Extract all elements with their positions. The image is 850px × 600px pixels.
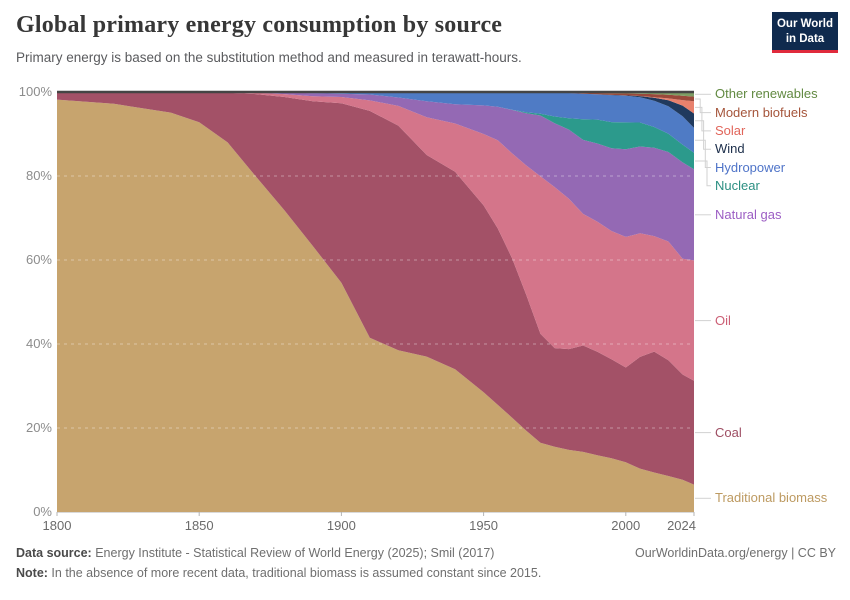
legend-connector: [695, 139, 711, 168]
legend-item-traditional-biomass[interactable]: Traditional biomass: [715, 490, 828, 506]
legend-connector: [695, 106, 711, 132]
x-tick-label: 2024: [667, 518, 696, 533]
area-oil[interactable]: [57, 92, 694, 381]
x-tick-label: 1950: [469, 518, 499, 533]
x-tick-label: 2000: [611, 518, 641, 533]
owid-logo[interactable]: Our World in Data: [772, 12, 838, 54]
legend-item-other-renewables[interactable]: Other renewables: [715, 86, 818, 102]
legend-connector: [695, 98, 711, 114]
y-tick-label: 100%: [18, 84, 52, 99]
note-label: Note:: [16, 566, 48, 580]
legend-item-nuclear[interactable]: Nuclear: [715, 177, 760, 193]
chart-subtitle: Primary energy is based on the substitut…: [16, 50, 522, 65]
owid-logo-line1: Our World: [776, 18, 833, 30]
page-title: Global primary energy consumption by sou…: [16, 12, 503, 38]
legend-item-modern-biofuels[interactable]: Modern biofuels: [715, 104, 808, 120]
legend-item-oil[interactable]: Oil: [715, 312, 731, 328]
legend-item-coal[interactable]: Coal: [715, 424, 742, 440]
legend-item-natural-gas[interactable]: Natural gas: [715, 206, 782, 222]
credit-link[interactable]: OurWorldinData.org/energy | CC BY: [634, 546, 836, 560]
data-source-line: Data source: Energy Institute - Statisti…: [16, 546, 494, 560]
y-tick-label: 80%: [25, 168, 52, 183]
area-coal[interactable]: [57, 92, 694, 485]
x-tick-label: 1850: [184, 518, 214, 533]
legend-connector: [695, 120, 711, 150]
y-tick-label: 0%: [33, 504, 52, 519]
x-tick-label: 1900: [326, 518, 356, 533]
note-text: In the absence of more recent data, trad…: [47, 566, 542, 580]
x-tick-label: 1800: [42, 518, 72, 533]
area-traditional-biomass[interactable]: [57, 99, 694, 512]
legend-connector: [695, 160, 711, 187]
y-tick-label: 60%: [25, 252, 52, 267]
owid-logo-line2: in Data: [785, 32, 825, 45]
area-hydropower[interactable]: [57, 92, 694, 153]
legend-item-hydropower[interactable]: Hydropower: [715, 159, 786, 175]
data-source-text: Energy Institute - Statistical Review of…: [91, 546, 495, 560]
data-source-label: Data source:: [16, 546, 92, 560]
note-line: Note: In the absence of more recent data…: [16, 566, 541, 580]
legend-item-solar[interactable]: Solar: [715, 122, 746, 138]
legend-item-wind[interactable]: Wind: [715, 141, 745, 157]
area-natural-gas[interactable]: [57, 92, 694, 261]
y-tick-label: 40%: [25, 336, 52, 351]
y-tick-label: 20%: [25, 420, 52, 435]
